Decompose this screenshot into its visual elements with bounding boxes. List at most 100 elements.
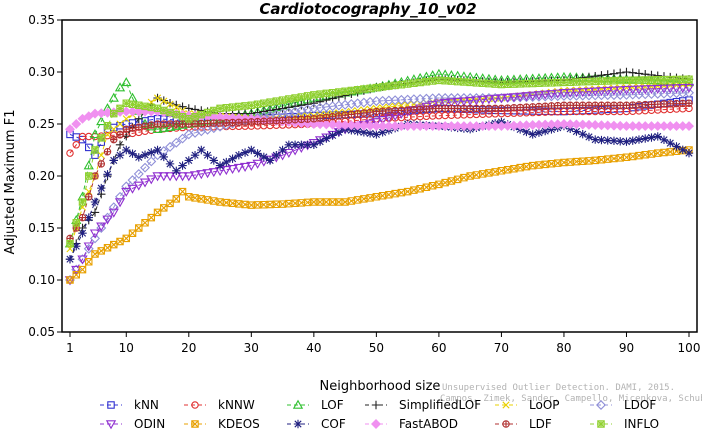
y-tick-label: 0.35: [28, 13, 55, 27]
data-point: [103, 244, 112, 252]
data-point: [215, 161, 225, 170]
data-point: [140, 162, 151, 173]
data-point: [352, 120, 363, 131]
data-point: [634, 69, 644, 78]
data-point: [552, 89, 563, 99]
data-point: [441, 178, 449, 187]
data-point: [573, 102, 580, 109]
data-point: [341, 198, 349, 206]
data-point: [208, 168, 219, 178]
data-point: [685, 100, 693, 107]
data-point: [378, 128, 387, 137]
data-point: [666, 148, 674, 156]
data-point: [558, 119, 569, 129]
data-point: [567, 102, 574, 109]
data-point: [293, 419, 303, 429]
legend-item-loop: LoOP: [495, 398, 560, 412]
data-point: [77, 255, 88, 265]
data-point: [359, 128, 369, 137]
data-point: [354, 110, 361, 117]
legend-label: INFLO: [624, 417, 659, 431]
data-point: [491, 80, 499, 88]
data-point: [340, 120, 351, 131]
data-point: [222, 104, 231, 112]
data-point: [160, 204, 168, 212]
data-point: [165, 99, 175, 108]
data-point: [377, 116, 388, 126]
data-point: [460, 78, 468, 86]
data-point: [290, 102, 300, 111]
data-point: [366, 194, 374, 202]
data-point: [110, 109, 118, 118]
data-point: [503, 80, 512, 89]
y-tick-label: 0.15: [28, 221, 55, 235]
data-point: [365, 120, 376, 131]
data-point: [490, 94, 501, 104]
data-point: [578, 78, 587, 86]
data-point: [66, 239, 74, 248]
data-point: [371, 118, 382, 128]
data-point: [158, 172, 169, 182]
data-point: [478, 170, 487, 178]
data-point: [597, 135, 606, 145]
data-point: [597, 420, 605, 428]
data-point: [572, 78, 581, 86]
data-point: [541, 79, 549, 87]
data-point: [548, 102, 555, 110]
data-point: [585, 77, 593, 86]
data-point: [385, 103, 393, 111]
data-point: [189, 171, 201, 181]
data-point: [116, 104, 124, 113]
data-point: [272, 97, 281, 105]
data-point: [103, 170, 112, 179]
data-point: [635, 151, 643, 160]
series-line: [69, 121, 690, 260]
data-point: [535, 79, 543, 87]
legend-item-inflo: INFLO: [590, 417, 659, 431]
data-point: [679, 100, 686, 107]
data-point: [528, 79, 537, 88]
data-point: [391, 81, 399, 90]
data-point: [166, 100, 174, 108]
series-cof: [65, 117, 694, 264]
series-knnw: [66, 104, 693, 157]
data-point: [127, 184, 138, 194]
y-axis-label: Adjusted Maximum F1: [3, 110, 18, 255]
plot-area: [64, 67, 695, 286]
watermark-line-1: Unsupervised Outlier Detection. DAMI, 20…: [442, 383, 675, 393]
data-point: [491, 105, 499, 112]
data-point: [108, 208, 119, 218]
data-point: [516, 104, 524, 111]
data-point: [410, 106, 418, 113]
data-point: [592, 102, 599, 109]
data-point: [158, 122, 169, 132]
data-point: [90, 208, 100, 217]
data-point: [485, 105, 493, 112]
data-point: [616, 76, 624, 85]
data-point: [398, 107, 405, 114]
data-point: [653, 149, 662, 157]
data-point: [116, 237, 124, 246]
data-point: [373, 108, 380, 115]
data-point: [327, 119, 338, 130]
data-point: [266, 117, 274, 125]
data-point: [453, 77, 462, 86]
data-point: [404, 106, 411, 114]
data-point: [323, 114, 330, 121]
data-point: [665, 84, 676, 94]
data-point: [334, 128, 344, 137]
data-point: [115, 151, 125, 160]
data-point: [105, 420, 117, 430]
data-point: [516, 163, 524, 172]
data-point: [603, 136, 612, 145]
data-point: [297, 101, 306, 110]
data-point: [422, 183, 431, 191]
data-point: [579, 102, 586, 109]
data-point: [522, 162, 531, 171]
data-point: [234, 151, 244, 160]
data-point: [164, 172, 176, 182]
data-point: [297, 93, 306, 101]
data-point: [458, 97, 470, 107]
data-point: [503, 166, 512, 174]
data-point: [96, 116, 107, 126]
